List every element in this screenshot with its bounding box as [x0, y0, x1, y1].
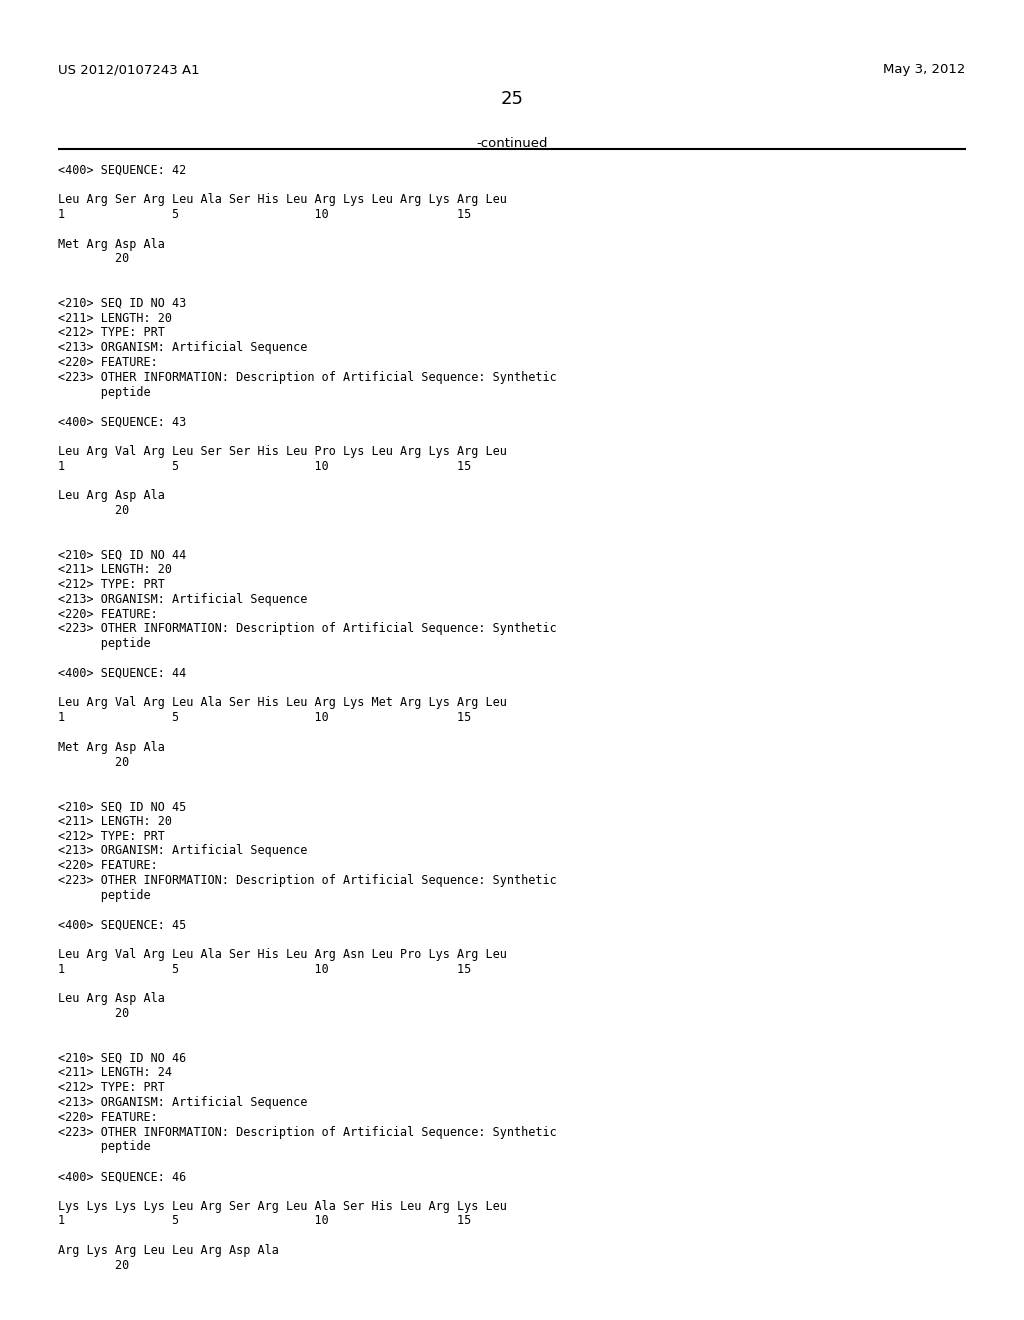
Text: <212> TYPE: PRT: <212> TYPE: PRT	[58, 326, 165, 339]
Text: peptide: peptide	[58, 638, 151, 651]
Text: Leu Arg Asp Ala: Leu Arg Asp Ala	[58, 490, 165, 503]
Text: <212> TYPE: PRT: <212> TYPE: PRT	[58, 830, 165, 842]
Text: US 2012/0107243 A1: US 2012/0107243 A1	[58, 63, 200, 77]
Text: <220> FEATURE:: <220> FEATURE:	[58, 607, 158, 620]
Text: <212> TYPE: PRT: <212> TYPE: PRT	[58, 578, 165, 591]
Text: <223> OTHER INFORMATION: Description of Artificial Sequence: Synthetic: <223> OTHER INFORMATION: Description of …	[58, 874, 557, 887]
Text: <223> OTHER INFORMATION: Description of Artificial Sequence: Synthetic: <223> OTHER INFORMATION: Description of …	[58, 371, 557, 384]
Text: <400> SEQUENCE: 44: <400> SEQUENCE: 44	[58, 667, 186, 680]
Text: <400> SEQUENCE: 45: <400> SEQUENCE: 45	[58, 919, 186, 932]
Text: 1               5                   10                  15: 1 5 10 15	[58, 962, 472, 975]
Text: Leu Arg Asp Ala: Leu Arg Asp Ala	[58, 993, 165, 1006]
Text: Arg Lys Arg Leu Leu Arg Asp Ala: Arg Lys Arg Leu Leu Arg Asp Ala	[58, 1243, 280, 1257]
Text: 25: 25	[501, 90, 523, 108]
Text: <220> FEATURE:: <220> FEATURE:	[58, 1111, 158, 1123]
Text: <211> LENGTH: 20: <211> LENGTH: 20	[58, 564, 172, 577]
Text: <211> LENGTH: 20: <211> LENGTH: 20	[58, 814, 172, 828]
Text: peptide: peptide	[58, 1140, 151, 1154]
Text: <212> TYPE: PRT: <212> TYPE: PRT	[58, 1081, 165, 1094]
Text: peptide: peptide	[58, 385, 151, 399]
Text: 1               5                   10                  15: 1 5 10 15	[58, 1214, 472, 1228]
Text: Met Arg Asp Ala: Met Arg Asp Ala	[58, 238, 165, 251]
Text: <213> ORGANISM: Artificial Sequence: <213> ORGANISM: Artificial Sequence	[58, 593, 308, 606]
Text: <211> LENGTH: 24: <211> LENGTH: 24	[58, 1067, 172, 1080]
Text: Leu Arg Val Arg Leu Ser Ser His Leu Pro Lys Leu Arg Lys Arg Leu: Leu Arg Val Arg Leu Ser Ser His Leu Pro …	[58, 445, 507, 458]
Text: <400> SEQUENCE: 46: <400> SEQUENCE: 46	[58, 1170, 186, 1183]
Text: peptide: peptide	[58, 888, 151, 902]
Text: <220> FEATURE:: <220> FEATURE:	[58, 356, 158, 370]
Text: Leu Arg Val Arg Leu Ala Ser His Leu Arg Asn Leu Pro Lys Arg Leu: Leu Arg Val Arg Leu Ala Ser His Leu Arg …	[58, 948, 507, 961]
Text: <223> OTHER INFORMATION: Description of Artificial Sequence: Synthetic: <223> OTHER INFORMATION: Description of …	[58, 1126, 557, 1139]
Text: <400> SEQUENCE: 43: <400> SEQUENCE: 43	[58, 416, 186, 428]
Text: 20: 20	[58, 252, 130, 265]
Text: 20: 20	[58, 504, 130, 517]
Text: <211> LENGTH: 20: <211> LENGTH: 20	[58, 312, 172, 325]
Text: 1               5                   10                  15: 1 5 10 15	[58, 209, 472, 220]
Text: Leu Arg Ser Arg Leu Ala Ser His Leu Arg Lys Leu Arg Lys Arg Leu: Leu Arg Ser Arg Leu Ala Ser His Leu Arg …	[58, 193, 507, 206]
Text: 20: 20	[58, 1007, 130, 1020]
Text: <210> SEQ ID NO 44: <210> SEQ ID NO 44	[58, 549, 186, 561]
Text: <213> ORGANISM: Artificial Sequence: <213> ORGANISM: Artificial Sequence	[58, 342, 308, 354]
Text: <220> FEATURE:: <220> FEATURE:	[58, 859, 158, 873]
Text: <213> ORGANISM: Artificial Sequence: <213> ORGANISM: Artificial Sequence	[58, 845, 308, 858]
Text: <213> ORGANISM: Artificial Sequence: <213> ORGANISM: Artificial Sequence	[58, 1096, 308, 1109]
Text: Leu Arg Val Arg Leu Ala Ser His Leu Arg Lys Met Arg Lys Arg Leu: Leu Arg Val Arg Leu Ala Ser His Leu Arg …	[58, 697, 507, 709]
Text: <210> SEQ ID NO 45: <210> SEQ ID NO 45	[58, 800, 186, 813]
Text: Lys Lys Lys Lys Leu Arg Ser Arg Leu Ala Ser His Leu Arg Lys Leu: Lys Lys Lys Lys Leu Arg Ser Arg Leu Ala …	[58, 1200, 507, 1213]
Text: -continued: -continued	[476, 137, 548, 150]
Text: <210> SEQ ID NO 43: <210> SEQ ID NO 43	[58, 297, 186, 310]
Text: <223> OTHER INFORMATION: Description of Artificial Sequence: Synthetic: <223> OTHER INFORMATION: Description of …	[58, 623, 557, 635]
Text: Met Arg Asp Ala: Met Arg Asp Ala	[58, 741, 165, 754]
Text: 1               5                   10                  15: 1 5 10 15	[58, 711, 472, 725]
Text: <400> SEQUENCE: 42: <400> SEQUENCE: 42	[58, 164, 186, 177]
Text: 1               5                   10                  15: 1 5 10 15	[58, 459, 472, 473]
Text: May 3, 2012: May 3, 2012	[884, 63, 966, 77]
Text: 20: 20	[58, 755, 130, 768]
Text: 20: 20	[58, 1259, 130, 1272]
Text: <210> SEQ ID NO 46: <210> SEQ ID NO 46	[58, 1052, 186, 1065]
